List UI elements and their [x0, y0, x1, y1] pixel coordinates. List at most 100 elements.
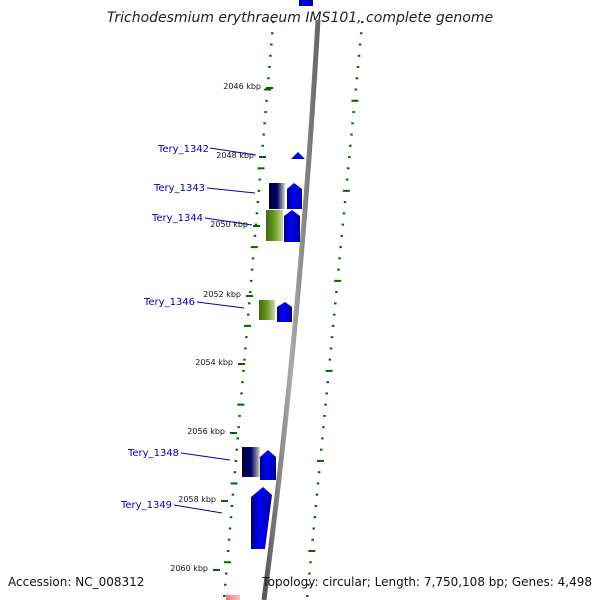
gc-dot — [243, 358, 246, 361]
gc-dot — [330, 336, 334, 339]
kbp-tick-mark — [238, 363, 245, 365]
gene-label[interactable]: Tery_1348 — [127, 448, 179, 459]
gene-leader-line — [180, 452, 231, 461]
gc-dot — [359, 32, 363, 35]
gene-partial-bottom[interactable] — [226, 595, 240, 600]
gc-dot — [235, 448, 238, 451]
gc-dot — [351, 99, 359, 102]
gc-dot — [223, 595, 226, 597]
gene-tery-1348[interactable] — [242, 447, 276, 480]
gc-dot — [313, 516, 317, 519]
gc-dot — [270, 43, 273, 46]
gc-dot — [334, 302, 337, 305]
gene-leader-line — [204, 217, 253, 226]
gc-dot — [249, 279, 253, 282]
gc-dot — [240, 392, 243, 395]
kbp-tick-mark — [213, 569, 220, 571]
kbp-tick-label: 2046 kbp — [223, 82, 261, 91]
gc-dot — [315, 493, 319, 496]
gc-dot — [247, 313, 250, 316]
gc-dot — [356, 66, 360, 69]
gc-dot — [255, 212, 259, 215]
gc-dot — [325, 369, 333, 372]
gc-dot — [314, 504, 318, 507]
gc-dot — [331, 324, 335, 327]
gc-dot — [256, 201, 260, 204]
gene-tery-1342[interactable] — [291, 152, 305, 159]
gc-dot — [342, 189, 350, 192]
gc-dot — [361, 21, 364, 23]
gc-dot — [323, 414, 326, 417]
genome-backbone — [261, 19, 321, 600]
kbp-ticks: 2046 kbp 2048 kbp 2050 kbp 2052 kbp 2054 kbp… — [170, 82, 273, 573]
gene-label[interactable]: Tery_1342 — [157, 144, 209, 155]
gene-leader-line — [206, 187, 256, 194]
gc-dot — [316, 482, 320, 485]
gc-dot — [307, 583, 310, 586]
gene-label[interactable]: Tery_1344 — [151, 213, 203, 224]
gc-dot — [254, 223, 258, 226]
gc-dot — [311, 538, 314, 541]
gc-dot — [350, 133, 353, 136]
gc-dot — [355, 77, 359, 80]
gc-dot — [257, 167, 265, 170]
kbp-tick-mark — [259, 156, 266, 158]
gc-dot — [250, 268, 254, 271]
gene-leader-line — [196, 301, 245, 309]
gc-dot — [342, 212, 346, 215]
gene-leader-line — [209, 147, 257, 156]
kbp-tick-mark — [230, 432, 237, 434]
gene-tery-1349[interactable] — [251, 487, 272, 549]
gc-dot — [245, 336, 248, 339]
gc-dot — [236, 437, 239, 440]
gene-label[interactable]: Tery_1343 — [153, 183, 205, 194]
gc-dot — [244, 347, 247, 350]
gc-dot — [349, 144, 352, 147]
kbp-tick-mark — [253, 225, 260, 227]
gene-tery-1344[interactable] — [266, 210, 300, 242]
gc-dot — [238, 414, 241, 417]
gc-dot — [268, 66, 271, 69]
gc-dot — [316, 459, 324, 462]
gc-dot — [226, 549, 230, 552]
gc-dot — [257, 189, 261, 192]
gc-dot — [341, 223, 345, 226]
gc-dot — [338, 257, 341, 260]
gc-dot — [242, 369, 245, 372]
map-title: Trichodesmium erythraeum IMS101, complet… — [107, 10, 493, 26]
gene-partial-top[interactable] — [299, 0, 313, 6]
gc-dot — [258, 178, 262, 181]
gc-dot — [248, 291, 252, 294]
gc-dot — [339, 246, 342, 249]
gc-dot — [272, 21, 275, 23]
gc-dot — [265, 99, 268, 102]
gene-tery-1343[interactable] — [269, 183, 302, 209]
gc-dot — [231, 493, 235, 496]
gc-dot — [324, 403, 327, 406]
gc-dot — [329, 347, 333, 350]
kbp-tick-label: 2052 kbp — [203, 290, 241, 299]
gc-dot — [230, 482, 238, 485]
gc-dot — [340, 234, 344, 237]
gc-dot — [264, 88, 272, 91]
kbp-tick-mark — [221, 500, 228, 502]
gc-dot — [326, 381, 329, 384]
gc-dot — [223, 583, 227, 586]
gc-dot — [264, 111, 267, 114]
gene-label[interactable]: Tery_1349 — [120, 500, 172, 511]
gc-dot — [328, 358, 332, 361]
gc-dot — [309, 561, 312, 564]
gc-dot — [233, 471, 237, 474]
gc-dot — [357, 54, 361, 57]
gc-dot — [335, 291, 338, 294]
gc-dot — [237, 426, 240, 429]
gene-tery-1346[interactable] — [259, 300, 292, 322]
gc-dot — [351, 122, 354, 125]
gc-dot — [348, 156, 351, 159]
gc-dot — [247, 302, 251, 305]
gc-dot — [237, 403, 245, 406]
gc-dot — [261, 144, 264, 147]
gc-dot — [269, 54, 272, 57]
kbp-tick-mark — [266, 87, 273, 89]
gene-label[interactable]: Tery_1346 — [143, 297, 195, 308]
